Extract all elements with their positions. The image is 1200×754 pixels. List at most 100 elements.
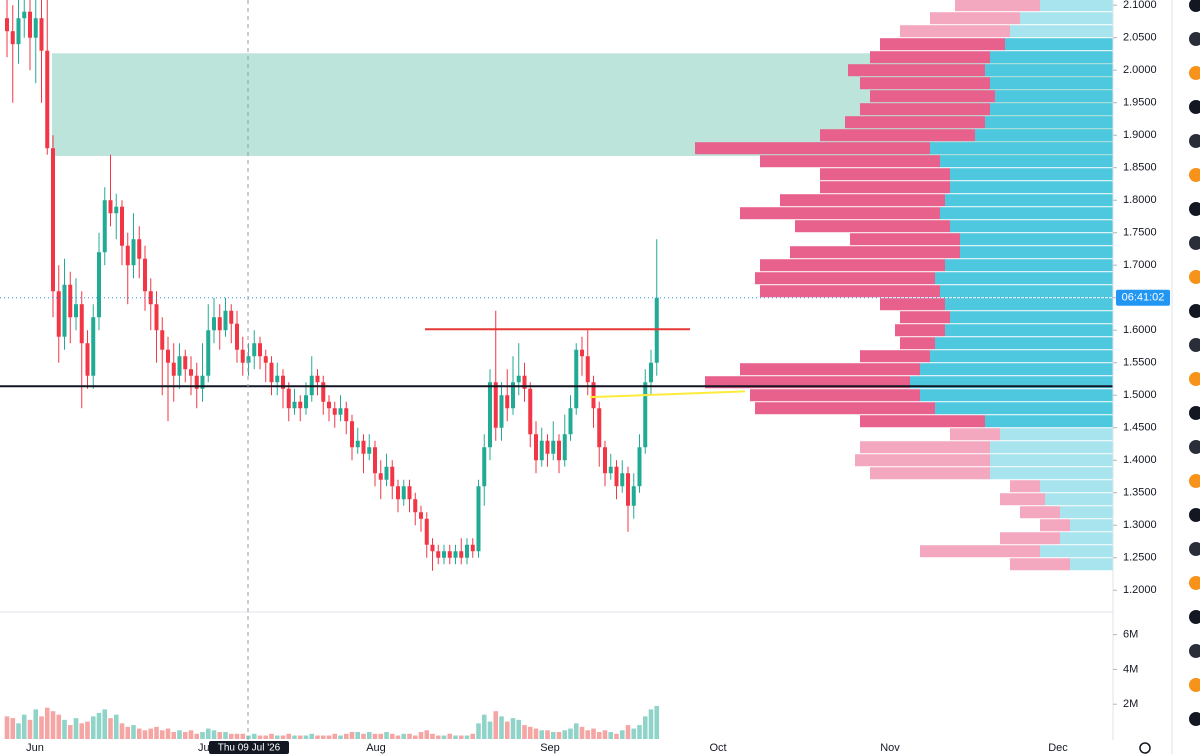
symbol-icon[interactable] — [1189, 644, 1200, 658]
symbol-icon[interactable] — [1189, 712, 1200, 726]
candle-body — [643, 382, 648, 448]
profile-up — [1005, 38, 1113, 51]
symbol-icon[interactable] — [1189, 168, 1200, 182]
profile-down — [860, 103, 990, 116]
candle-body — [608, 466, 613, 474]
y-tick-label: 1.5000 — [1123, 389, 1157, 401]
symbol-icon[interactable] — [1189, 406, 1200, 420]
profile-up — [1040, 0, 1113, 12]
volume-bar — [56, 714, 62, 739]
candle-body — [350, 421, 354, 448]
profile-up — [930, 350, 1113, 363]
candle-body — [200, 375, 205, 389]
profile-down — [795, 220, 950, 233]
volume-bar — [418, 732, 424, 739]
candle-body — [125, 245, 130, 266]
symbol-icon[interactable] — [1189, 542, 1200, 556]
candle-body — [603, 447, 607, 474]
candle-body — [488, 382, 492, 448]
profile-down — [760, 259, 945, 272]
symbol-icon[interactable] — [1189, 474, 1200, 488]
candle-body — [419, 512, 423, 519]
volume-bar — [366, 732, 372, 739]
y-tick-label: 1.4000 — [1123, 454, 1157, 466]
volume-bar — [361, 733, 366, 739]
symbol-icon[interactable] — [1189, 270, 1200, 284]
profile-down — [1040, 519, 1070, 532]
x-tick-label: Jun — [26, 742, 44, 754]
symbol-icon[interactable] — [1189, 202, 1200, 216]
volume-bar — [568, 728, 573, 739]
profile-down — [740, 207, 940, 220]
symbol-icon[interactable] — [1189, 236, 1200, 250]
volume-bar — [556, 732, 562, 739]
symbol-icon[interactable] — [1189, 32, 1200, 46]
volume-bar — [481, 714, 487, 739]
volume-bar — [343, 733, 349, 739]
volume-bar — [234, 733, 240, 739]
symbol-icon[interactable] — [1189, 678, 1200, 692]
candle-body — [447, 551, 452, 558]
candle-body — [315, 375, 320, 383]
candle-body — [108, 200, 113, 214]
x-tick-label: Sep — [540, 742, 560, 754]
volume-bar — [631, 728, 637, 739]
candle-body — [79, 304, 84, 344]
candle-body — [430, 544, 435, 552]
candle-body — [51, 148, 55, 292]
profile-down — [755, 272, 935, 285]
volume-bar — [67, 725, 73, 739]
volume-bar — [355, 732, 361, 739]
profile-up — [1060, 506, 1113, 519]
symbol-icon[interactable] — [1189, 134, 1200, 148]
profile-down — [820, 129, 975, 142]
symbol-icon[interactable] — [1189, 372, 1200, 386]
volume-bar — [596, 732, 602, 739]
symbol-icon[interactable] — [1189, 100, 1200, 114]
symbol-icon[interactable] — [1189, 610, 1200, 624]
volume-bar — [315, 735, 320, 739]
volume-bar — [424, 730, 430, 739]
profile-down — [955, 0, 1040, 12]
volume-bar — [39, 716, 44, 739]
candle-body — [338, 408, 343, 415]
profile-down — [760, 155, 940, 168]
candle-body — [298, 401, 303, 409]
profile-up — [1070, 558, 1113, 571]
candle-body — [459, 551, 464, 558]
volume-bar — [430, 733, 435, 739]
volume-bar — [119, 723, 125, 739]
candle-body — [85, 343, 90, 376]
candle-body — [545, 440, 550, 454]
symbol-icon[interactable] — [1189, 508, 1200, 522]
candle-body — [223, 310, 228, 331]
profile-up — [960, 233, 1113, 246]
symbol-icon[interactable] — [1189, 0, 1200, 12]
candle-body — [5, 18, 9, 32]
profile-down — [845, 116, 985, 129]
settings-icon[interactable] — [1139, 742, 1151, 754]
candle-body — [631, 486, 636, 506]
y-tick-label: 1.7000 — [1123, 259, 1157, 271]
profile-up — [990, 103, 1113, 116]
candle-body — [528, 388, 533, 435]
candle-body — [33, 18, 38, 38]
profile-up — [920, 389, 1113, 402]
volume-bar — [171, 732, 177, 739]
symbol-icon[interactable] — [1189, 576, 1200, 590]
symbol-icon[interactable] — [1189, 440, 1200, 454]
volume-bar — [545, 730, 550, 739]
candle-body — [171, 362, 176, 376]
volume-bar — [447, 733, 453, 739]
symbol-icon[interactable] — [1189, 338, 1200, 352]
candle-body — [384, 466, 389, 480]
candle-body — [539, 440, 544, 461]
volume-bar — [286, 733, 292, 739]
symbol-icon[interactable] — [1189, 66, 1200, 80]
symbol-icon[interactable] — [1189, 304, 1200, 318]
y-tick-label: 1.3000 — [1123, 519, 1157, 531]
volume-bar — [453, 735, 458, 739]
candle-body — [373, 447, 377, 474]
profile-down — [760, 285, 940, 298]
candle-body — [568, 408, 573, 435]
